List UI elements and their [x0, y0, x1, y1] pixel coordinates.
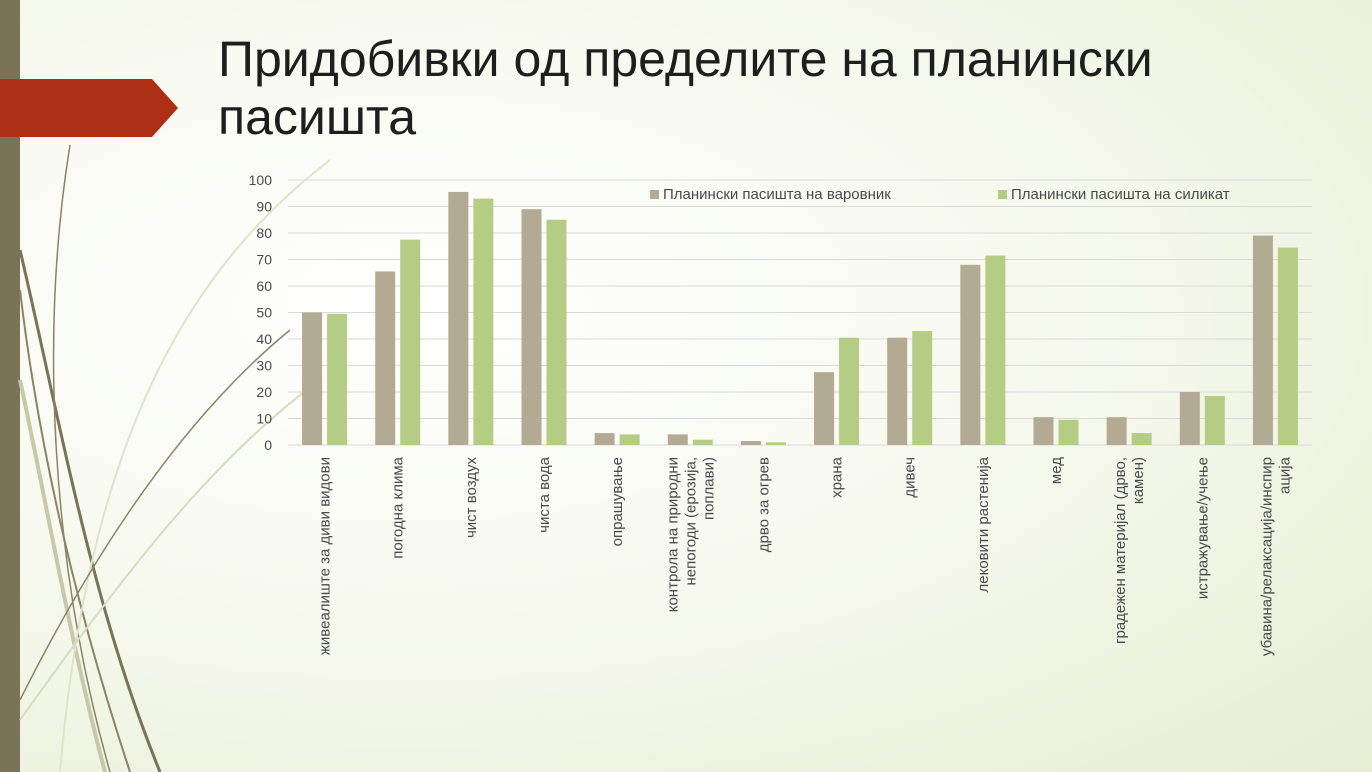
red-arrow-shape [0, 79, 178, 137]
bar-series1 [1179, 392, 1200, 445]
side-accent-bar [0, 0, 20, 772]
bar-series2 [1131, 433, 1152, 445]
bar-series2 [327, 313, 348, 445]
bar-series1 [887, 337, 908, 445]
chart-legend: Планински пасишта на варовник Планински п… [650, 186, 1230, 203]
bar-series1 [960, 264, 981, 445]
x-tick-label: мед [1048, 457, 1065, 484]
x-tick-label: контрола на природнинепогоди (ерозија,по… [664, 457, 717, 612]
bar-series1 [740, 441, 761, 445]
x-tick-label: чиста вода [536, 456, 553, 532]
bar-series2 [765, 442, 786, 445]
x-tick-label: дрво за огрев [755, 457, 772, 552]
bar-series1 [375, 271, 396, 445]
bar-series2 [692, 439, 713, 445]
bar-series1 [814, 372, 835, 445]
bar-series2 [473, 198, 494, 445]
y-axis-ticks: 0 10 20 30 40 50 60 70 80 90 100 [249, 172, 273, 453]
x-tick-label: погодна клима [390, 456, 407, 558]
chart-bars [302, 191, 1298, 445]
bar-series2 [546, 219, 567, 445]
x-tick-label: лековити растенија [975, 456, 992, 592]
bar-series1 [1106, 417, 1127, 445]
y-tick-label: 60 [256, 278, 272, 294]
x-tick-label: живеалиште за диви видови [317, 457, 334, 655]
bar-series2 [985, 255, 1006, 445]
y-tick-label: 70 [256, 252, 272, 268]
bar-series1 [1252, 235, 1273, 445]
bar-series1 [667, 434, 688, 445]
legend-swatch [998, 190, 1007, 199]
bar-series1 [521, 209, 542, 445]
legend-label: Планински пасишта на варовник [663, 186, 891, 203]
bar-series2 [1277, 247, 1298, 445]
bar-series1 [594, 433, 615, 445]
x-axis-labels: живеалиште за диви видови погодна клима чи… [317, 456, 1294, 656]
bar-series1 [302, 312, 323, 445]
y-tick-label: 90 [256, 199, 272, 215]
y-tick-label: 80 [256, 225, 272, 241]
bar-series2 [1058, 419, 1079, 445]
legend-label: Планински пасишта на силикат [1011, 186, 1230, 203]
y-tick-label: 10 [256, 411, 272, 427]
decorative-swirls [18, 144, 330, 772]
y-tick-label: 100 [249, 172, 273, 188]
y-tick-label: 50 [256, 305, 272, 321]
bar-series2 [839, 337, 860, 445]
bar-series2 [912, 331, 933, 445]
x-tick-label: градежен материјал (дрво,камен) [1112, 457, 1147, 644]
y-tick-label: 0 [264, 437, 272, 453]
y-tick-label: 20 [256, 384, 272, 400]
bar-series1 [448, 191, 469, 445]
chart-gridlines [288, 179, 1312, 446]
bar-series2 [619, 434, 640, 445]
x-tick-label: опрашување [609, 457, 626, 546]
bar-series2 [400, 239, 421, 445]
legend-swatch [650, 190, 659, 199]
x-tick-label: чист воздух [463, 457, 480, 539]
x-tick-label: дивеч [902, 457, 919, 498]
x-tick-label: истражување/учење [1194, 457, 1211, 599]
slide-title: Придобивки од пределите на планински пас… [218, 31, 1153, 145]
x-tick-label: убавина/релаксација/инспирација [1258, 456, 1293, 656]
y-tick-label: 30 [256, 358, 272, 374]
x-tick-label: храна [829, 456, 846, 497]
bar-series2 [1204, 395, 1225, 445]
y-tick-label: 40 [256, 331, 272, 347]
bar-series1 [1033, 417, 1054, 445]
